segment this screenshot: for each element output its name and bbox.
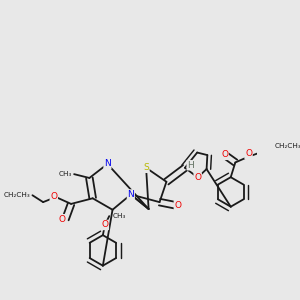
Text: O: O	[245, 149, 252, 158]
Text: CH₃: CH₃	[58, 171, 72, 177]
Text: O: O	[101, 220, 108, 230]
Text: CH₂CH₃: CH₂CH₃	[274, 143, 300, 149]
Text: N: N	[104, 160, 111, 169]
Text: N: N	[128, 190, 134, 199]
Text: O: O	[221, 150, 228, 159]
Text: O: O	[194, 173, 201, 182]
Text: O: O	[174, 201, 182, 210]
Text: CH₃: CH₃	[113, 213, 126, 219]
Text: CH₂CH₃: CH₂CH₃	[3, 192, 30, 198]
Text: S: S	[143, 163, 149, 172]
Text: O: O	[50, 192, 57, 201]
Text: O: O	[59, 215, 66, 224]
Text: H: H	[187, 161, 194, 170]
